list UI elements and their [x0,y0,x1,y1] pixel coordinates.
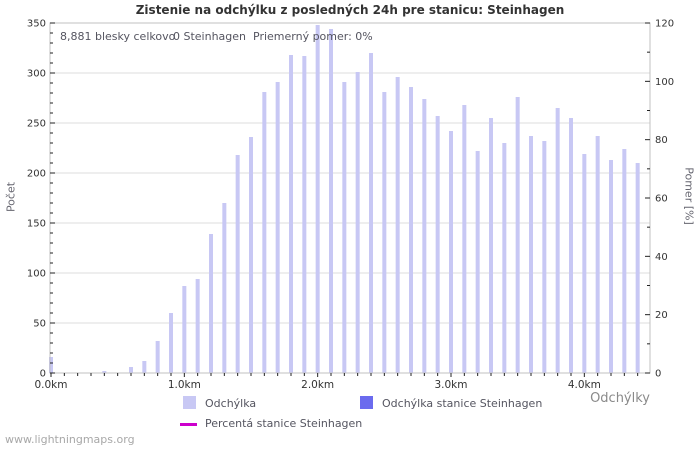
bar [102,371,107,373]
bar [342,82,347,373]
bar [209,234,213,373]
bar [329,29,333,373]
bar [249,137,253,373]
bar [289,55,293,373]
svg-text:200: 200 [27,169,46,180]
bar [529,136,533,373]
svg-text:300: 300 [27,69,46,80]
svg-text:100: 100 [655,77,674,88]
bar [395,77,400,373]
svg-text:100: 100 [27,269,46,280]
station-count-annotation: 0 Steinhagen [173,30,247,43]
svg-text:50: 50 [33,319,46,330]
total-strokes-annotation: 8,881 blesky celkovo [60,30,176,43]
watermark: www.lightningmaps.org [5,433,135,446]
bar [422,99,427,373]
legend-swatch-deviation [183,396,196,409]
bar [569,118,573,373]
bar [49,357,53,373]
bar [462,105,467,373]
bar [435,116,440,373]
bar [182,286,187,373]
svg-text:20: 20 [655,310,668,321]
svg-text:250: 250 [27,119,46,130]
bar [369,53,373,373]
bar [382,92,387,373]
bar [515,97,520,373]
bar [582,154,587,373]
svg-text:0.0km: 0.0km [34,379,67,391]
left-axis-title: Počet [4,181,18,213]
bar [609,160,613,373]
bar [489,118,493,373]
svg-text:60: 60 [655,194,668,205]
bar [169,313,173,373]
bar [222,203,227,373]
bar [622,149,627,373]
svg-text:3.0km: 3.0km [434,379,467,391]
svg-text:120: 120 [655,19,674,30]
bar [195,279,200,373]
legend-label-station-percent: Percentá stanice Steinhagen [205,417,363,430]
bar [235,155,240,373]
bar [542,141,547,373]
bar [355,72,360,373]
bar [409,87,413,373]
svg-text:350: 350 [27,19,46,30]
svg-text:2.0km: 2.0km [301,379,334,391]
svg-text:80: 80 [655,135,668,146]
bar [502,143,507,373]
bar [449,131,453,373]
bar [302,56,307,373]
legend-label-station-deviation: Odchýlka stanice Steinhagen [382,397,543,410]
bar [155,341,160,373]
chart-title: Zistenie na odchýlku z posledných 24h pr… [135,3,565,17]
svg-text:0: 0 [40,369,46,380]
bar [275,82,280,373]
svg-text:40: 40 [655,252,668,263]
svg-text:0: 0 [655,369,661,380]
bar [635,163,640,373]
bar [315,25,320,373]
svg-text:150: 150 [27,219,46,230]
x-axis-title: Odchýlky [590,391,650,406]
bar [262,92,267,373]
legend-line-station-percent [180,423,197,426]
bar [595,136,600,373]
bar [475,151,480,373]
legend-swatch-station-deviation [360,396,373,409]
right-axis-title: Pomer [%] [682,167,696,225]
svg-text:1.0km: 1.0km [168,379,201,391]
legend-label-deviation: Odchýlka [205,397,257,410]
bar [129,367,133,373]
bar [555,108,560,373]
average-ratio-annotation: Priemerný pomer: 0% [253,30,373,43]
bar [142,361,147,373]
svg-text:4.0km: 4.0km [568,379,601,391]
